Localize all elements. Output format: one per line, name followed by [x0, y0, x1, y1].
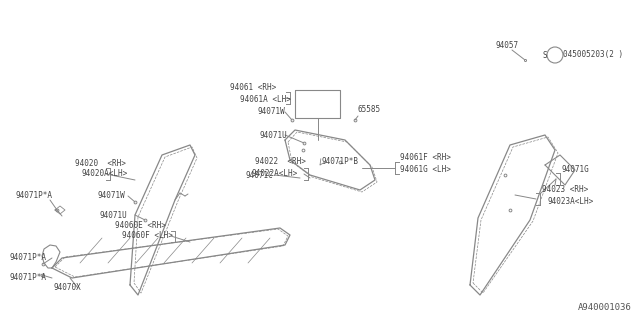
Text: 94060F <LH>: 94060F <LH>: [122, 231, 173, 241]
Text: 94060E <RH>: 94060E <RH>: [115, 220, 166, 229]
Text: 94071P*B: 94071P*B: [322, 157, 359, 166]
Text: 94057: 94057: [495, 41, 518, 50]
Text: 94071W: 94071W: [97, 191, 125, 201]
Text: 94070X: 94070X: [53, 284, 81, 292]
Text: 94023 <RH>: 94023 <RH>: [542, 186, 588, 195]
Text: 94023A<LH>: 94023A<LH>: [548, 197, 595, 206]
Text: 94061G <LH>: 94061G <LH>: [400, 165, 451, 174]
Text: A940001036: A940001036: [579, 303, 632, 312]
Text: 94071C: 94071C: [245, 171, 273, 180]
Text: 94020A<LH>: 94020A<LH>: [82, 170, 128, 179]
Text: 94022  <RH>: 94022 <RH>: [255, 157, 306, 166]
Text: 94061 <RH>: 94061 <RH>: [230, 83, 276, 92]
Text: 94061F <RH>: 94061F <RH>: [400, 154, 451, 163]
Text: 94061A <LH>: 94061A <LH>: [240, 94, 291, 103]
Text: 94071U: 94071U: [260, 131, 288, 140]
Text: 94071P*A: 94071P*A: [15, 190, 52, 199]
Text: 94071W: 94071W: [258, 108, 285, 116]
Text: S: S: [543, 51, 547, 60]
Text: 94071P*A: 94071P*A: [10, 253, 47, 262]
Text: 94071P*A: 94071P*A: [10, 274, 47, 283]
Text: 94020  <RH>: 94020 <RH>: [75, 158, 126, 167]
Text: 94071U: 94071U: [100, 211, 128, 220]
Text: 94071G: 94071G: [562, 165, 589, 174]
Text: 045005203(2 ): 045005203(2 ): [563, 51, 623, 60]
Text: 94022A<LH>: 94022A<LH>: [252, 170, 298, 179]
Text: 65585: 65585: [358, 106, 381, 115]
